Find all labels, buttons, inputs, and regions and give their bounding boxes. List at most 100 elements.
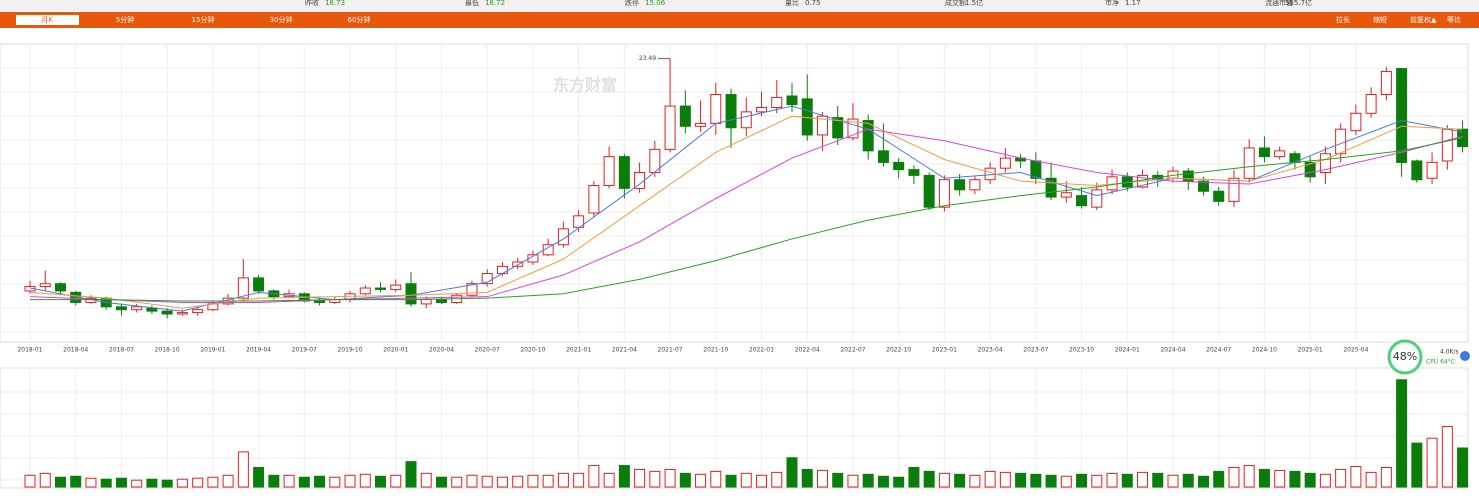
max-label: 23.49 <box>639 55 656 62</box>
tool-button[interactable]: 拉长 <box>1336 15 1350 24</box>
candle-body <box>314 300 326 303</box>
volume-bar <box>253 467 265 488</box>
volume-bar <box>283 474 295 488</box>
ma-line <box>29 128 1463 303</box>
volume-bar <box>405 461 417 488</box>
period-tab[interactable]: 30分钟 <box>270 15 293 24</box>
volume-bar <box>1167 474 1179 488</box>
period-tab[interactable]: 15分钟 <box>192 15 215 24</box>
volume-bar <box>756 474 768 488</box>
candle-body <box>496 265 508 275</box>
stat-label: 昨收 <box>305 0 319 7</box>
candle-body <box>131 306 143 311</box>
stats-bar <box>0 0 1479 11</box>
cpu-usage: 48% <box>1393 350 1417 363</box>
volume-bar <box>923 470 935 488</box>
volume-bar <box>496 476 508 488</box>
active-period <box>16 15 79 25</box>
volume-bar <box>1274 469 1286 488</box>
candle-body <box>908 169 920 176</box>
candle-body <box>466 283 478 296</box>
volume-bar <box>801 468 813 488</box>
x-tick-label: 2018-04 <box>63 347 88 354</box>
volume-bar <box>161 479 173 488</box>
tool-button[interactable]: 前复权▲ <box>1410 15 1437 24</box>
volume-bar <box>1365 471 1377 488</box>
candle-body <box>1258 147 1270 158</box>
volume-bar <box>634 468 646 488</box>
volume-bar <box>375 475 387 488</box>
volume-bar <box>1228 467 1240 488</box>
volume-bar <box>1091 474 1103 488</box>
volume-bar <box>390 474 402 488</box>
candle-body <box>253 277 265 292</box>
volume-bar <box>24 474 36 488</box>
x-tick-label: 2024-10 <box>1252 347 1277 354</box>
volume-bar <box>268 474 280 488</box>
candle-body <box>938 179 950 208</box>
period-tab[interactable]: 月K <box>41 16 53 24</box>
widget-icon[interactable] <box>1460 351 1470 361</box>
candle-body <box>1045 177 1057 198</box>
volume-bar <box>451 476 463 488</box>
x-tick-label: 2021-01 <box>566 347 591 354</box>
volume-bar <box>877 475 889 488</box>
candle-body <box>1380 70 1392 96</box>
candle-body <box>725 94 737 129</box>
volume-bar <box>664 468 676 488</box>
volume-bar <box>557 472 569 488</box>
volume-bar <box>100 478 112 488</box>
volume-bar <box>1213 470 1225 488</box>
x-tick-label: 2018-01 <box>17 347 42 354</box>
candle-body <box>588 185 600 214</box>
candle-body <box>1319 153 1331 174</box>
tool-button[interactable]: 等比 <box>1447 15 1461 24</box>
candle-body <box>1426 161 1438 179</box>
candle-body <box>1411 160 1423 181</box>
volume-bar <box>359 473 371 488</box>
volume-bar <box>938 472 950 488</box>
candle-body <box>710 94 722 124</box>
tool-button[interactable]: 缩短 <box>1373 15 1387 24</box>
candle-body <box>557 228 569 246</box>
volume-bar <box>816 469 828 488</box>
candle-body <box>740 111 752 129</box>
candle-body <box>862 120 874 152</box>
period-tab[interactable]: 5分钟 <box>116 15 134 24</box>
volume-bar <box>115 477 127 488</box>
candle-body <box>679 105 691 127</box>
x-tick-label: 2023-01 <box>932 347 957 354</box>
volume-bar <box>54 476 66 488</box>
candle-body <box>1091 189 1103 208</box>
period-tab[interactable]: 60分钟 <box>348 15 371 24</box>
volume-bar <box>192 477 204 488</box>
x-tick-label: 2022-04 <box>795 347 820 354</box>
candle-body <box>527 254 539 263</box>
volume-bar <box>679 472 691 488</box>
volume-bar <box>222 474 234 488</box>
stat-label: 市净 <box>1105 0 1119 7</box>
stat-value: 565.7亿 <box>1285 0 1312 7</box>
volume-bar <box>1441 426 1453 488</box>
volume-bar <box>1060 475 1072 488</box>
stat-value: 1.5亿 <box>965 0 983 7</box>
x-tick-label: 2020-07 <box>475 347 500 354</box>
stat-label: 最低 <box>465 0 479 7</box>
volume-bar <box>573 472 585 488</box>
volume-bar <box>771 471 783 488</box>
volume-bar <box>207 476 219 488</box>
volume-bar <box>512 475 524 488</box>
x-tick-label: 2025-01 <box>1298 347 1323 354</box>
volume-bar <box>588 465 600 488</box>
candle-body <box>877 150 889 163</box>
x-tick-label: 2019-01 <box>200 347 225 354</box>
volume-bar <box>1106 472 1118 488</box>
candle-body <box>786 95 798 106</box>
stat-label: 跌停 <box>625 0 639 7</box>
volume-bar <box>1045 474 1057 488</box>
volume-bar <box>1396 379 1408 488</box>
candle-body <box>405 283 417 305</box>
volume-bar <box>1121 473 1133 488</box>
candle-body <box>1350 112 1362 132</box>
